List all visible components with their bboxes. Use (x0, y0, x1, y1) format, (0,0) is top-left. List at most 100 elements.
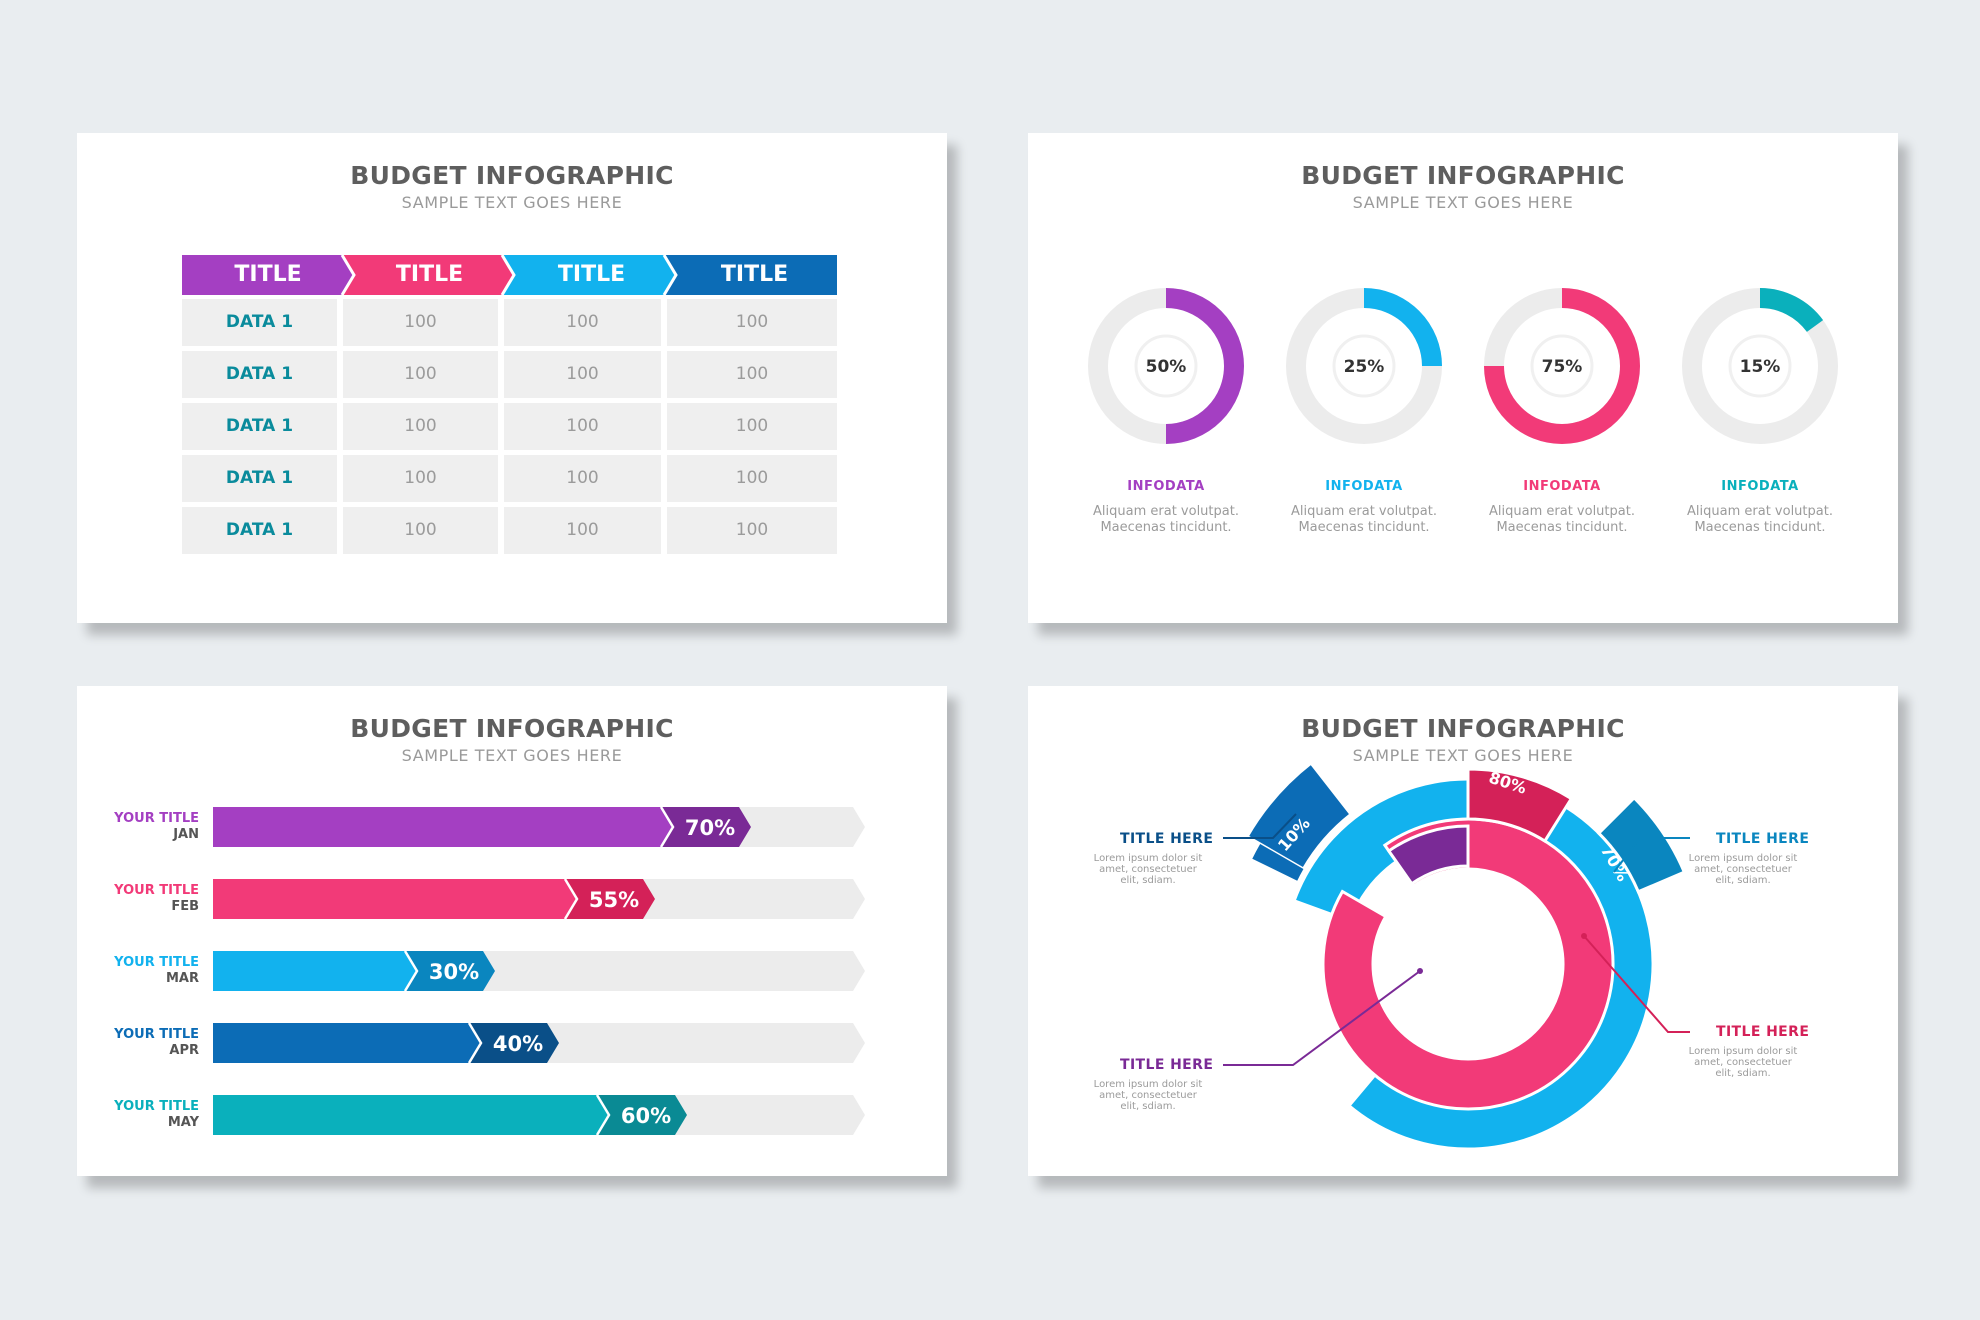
callout-desc-line3: elit, sdiam. (1715, 875, 1771, 886)
callout-title: TITLE HERE (1716, 831, 1810, 847)
row-label: DATA 1 (182, 507, 337, 554)
donut-desc-line2: Maecenas tincidunt. (1496, 520, 1628, 535)
ring-center (1430, 926, 1506, 1002)
leader-line-1 (1223, 813, 1297, 839)
donut-name: INFODATA (1721, 479, 1799, 494)
bar-month: MAY (167, 1115, 199, 1130)
callout-title: TITLE HERE (1716, 1024, 1810, 1040)
leader-line-4 (1583, 935, 1690, 1033)
panel-title: BUDGET INFOGRAPHIC (1301, 714, 1625, 743)
label-90: 90% (1417, 880, 1460, 913)
donut-center (1728, 334, 1792, 398)
panel-subtitle: SAMPLE TEXT GOES HERE (401, 193, 623, 212)
donut-percent-label: 75% (1542, 357, 1583, 377)
donut-desc-line2: Maecenas tincidunt. (1298, 520, 1430, 535)
callout-desc-line2: amet, consectetuer (1694, 864, 1792, 875)
leader-line-2 (1613, 837, 1690, 873)
bar-fill (213, 951, 417, 991)
bar-value-tag (565, 879, 655, 919)
bar-value-label: 70% (685, 816, 735, 840)
table-row: DATA 1 100 100 100 (182, 351, 837, 398)
sector-10-edge (1252, 844, 1304, 881)
table-cell: 100 (504, 507, 661, 554)
bar-value-tag (469, 1023, 559, 1063)
table-cell: 100 (667, 507, 837, 554)
bar-value-label: 55% (589, 888, 639, 912)
table-cell: 100 (343, 299, 498, 346)
bar-row-4: 40% (213, 1022, 865, 1064)
donut-2: 25% (1286, 288, 1442, 444)
table-cell: 100 (667, 455, 837, 502)
bar-value-tag (405, 951, 495, 991)
donut-panel: BUDGET INFOGRAPHIC SAMPLE TEXT GOES HERE… (1028, 133, 1898, 623)
donut-3: 75% (1484, 288, 1640, 444)
bar-title-text: YOUR TITLE (114, 955, 199, 970)
bar-title: YOUR TITLE MAY (79, 1099, 199, 1131)
sector-90 (1386, 824, 1470, 886)
donut-chart-group: 50% 25% 75% 15% (1088, 288, 1838, 444)
callout-desc-line2: amet, consectetuer (1694, 1057, 1792, 1068)
header-arrow-2 (342, 255, 514, 295)
callout-desc-line1: Lorem ipsum dolor sit (1688, 853, 1798, 864)
row-label: DATA 1 (182, 299, 337, 346)
table-header-4: TITLE (720, 262, 789, 287)
panel-subtitle: SAMPLE TEXT GOES HERE (401, 746, 623, 765)
bar-title-text: YOUR TITLE (114, 1099, 199, 1114)
donut-name: INFODATA (1127, 479, 1205, 494)
donut-name: INFODATA (1325, 479, 1403, 494)
panel-subtitle: SAMPLE TEXT GOES HERE (1352, 193, 1574, 212)
panel-title: BUDGET INFOGRAPHIC (1301, 161, 1625, 190)
callout-desc-line2: amet, consectetuer (1099, 1090, 1197, 1101)
bar-fill (213, 1023, 481, 1063)
bar-title: YOUR TITLE MAR (79, 955, 199, 987)
table-row: DATA 1 100 100 100 (182, 403, 837, 450)
bar-value-label: 40% (493, 1032, 543, 1056)
header-arrow-3 (502, 255, 676, 295)
bar-month: JAN (173, 827, 199, 842)
callout-desc-line3: elit, sdiam. (1715, 1068, 1771, 1079)
bar-value-tag (661, 807, 751, 847)
panel-title: BUDGET INFOGRAPHIC (350, 714, 674, 743)
radial-chart: 10%80%70%90% (1223, 760, 1690, 1151)
donut-name: INFODATA (1523, 479, 1601, 494)
bar-title-text: YOUR TITLE (114, 1027, 199, 1042)
header-arrow-1 (182, 255, 354, 295)
table-cell: 100 (343, 455, 498, 502)
donut-value-arc (1165, 288, 1244, 444)
bar-title: YOUR TITLE FEB (79, 883, 199, 915)
table-cell: 100 (504, 455, 661, 502)
bar-row-5: 60% (213, 1094, 865, 1136)
sector-10 (1245, 760, 1354, 872)
bar-row-1: 70% (213, 806, 865, 848)
bar-month: MAR (165, 971, 199, 986)
callout-title: TITLE HERE (1120, 831, 1214, 847)
table-panel: BUDGET INFOGRAPHIC SAMPLE TEXT GOES HERE… (77, 133, 947, 623)
donut-center (1134, 334, 1198, 398)
donut-value-arc (1484, 288, 1640, 444)
bar-title-text: YOUR TITLE (114, 883, 199, 898)
bar-title-text: YOUR TITLE (114, 811, 199, 826)
callout-desc-line3: elit, sdiam. (1120, 875, 1176, 886)
table-row: DATA 1 100 100 100 (182, 455, 837, 502)
sector-80 (1466, 767, 1574, 844)
table-cell: 100 (504, 403, 661, 450)
header-arrow-4 (664, 255, 837, 295)
table-cell: 100 (504, 299, 661, 346)
bar-fill (213, 1095, 609, 1135)
callout-desc-line1: Lorem ipsum dolor sit (1688, 1046, 1798, 1057)
callout-desc-line1: Lorem ipsum dolor sit (1093, 1079, 1203, 1090)
donut-1: 50% (1088, 288, 1244, 444)
radial-panel: BUDGET INFOGRAPHIC SAMPLE TEXT GOES HERE… (1028, 686, 1898, 1176)
table-cell: 100 (504, 351, 661, 398)
donut-percent-label: 25% (1344, 357, 1385, 377)
donut-4: 15% (1682, 288, 1838, 444)
table-cell: 100 (667, 299, 837, 346)
row-label: DATA 1 (182, 351, 337, 398)
bar-chart: 70% 55% 30% 40% 60% (213, 806, 865, 1136)
donut-desc-line2: Maecenas tincidunt. (1100, 520, 1232, 535)
bar-month: FEB (171, 899, 199, 914)
donut-percent-label: 50% (1146, 357, 1187, 377)
row-label: DATA 1 (182, 455, 337, 502)
ring-pink (1321, 817, 1615, 1111)
row-label: DATA 1 (182, 403, 337, 450)
